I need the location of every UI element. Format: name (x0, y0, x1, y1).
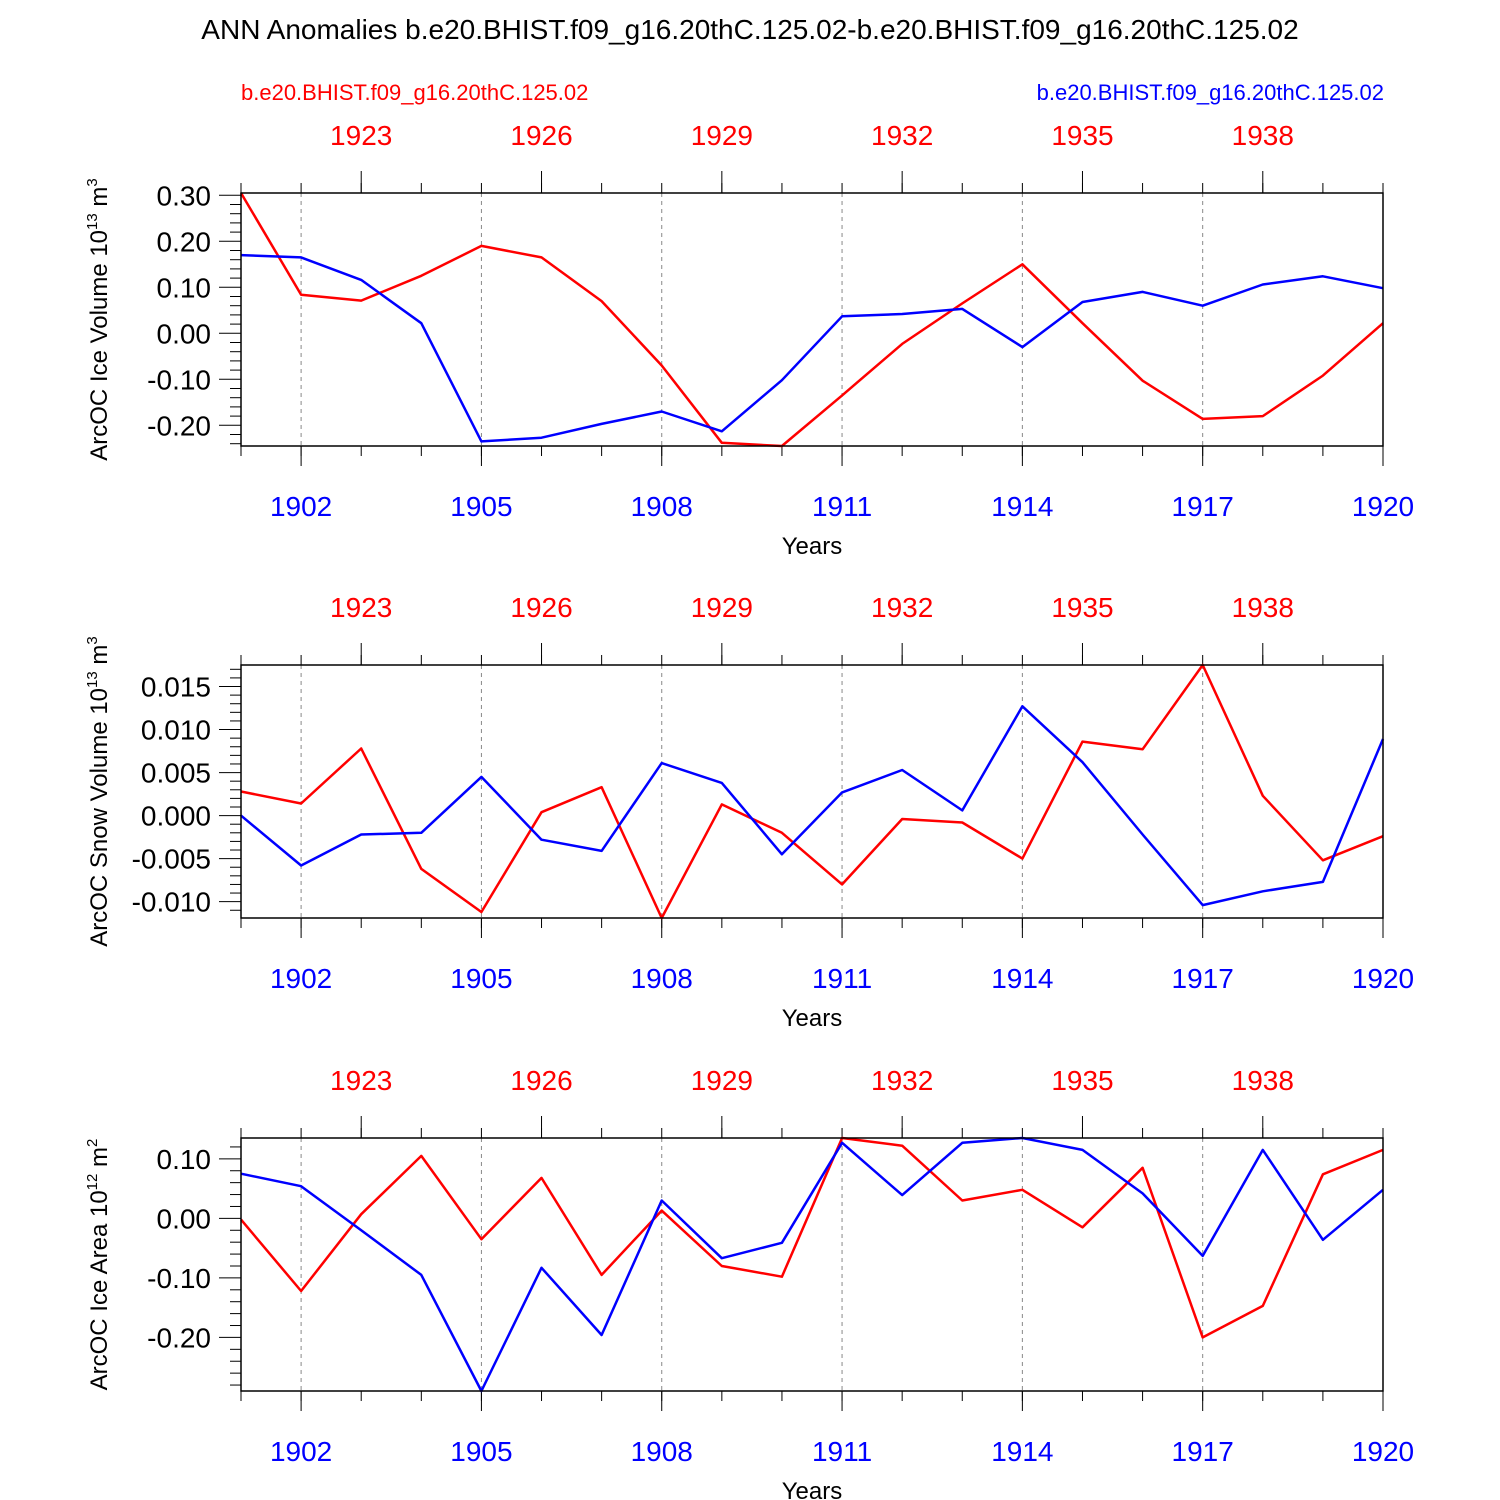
x-tick-label: 1917 (1172, 963, 1234, 994)
y-tick-label: 0.005 (141, 758, 211, 789)
y-tick-label: 0.10 (157, 1144, 212, 1175)
plot-frame (240, 1137, 1384, 1392)
x-top-tick-label: 1929 (691, 1065, 753, 1096)
y-tick-label: -0.20 (147, 1322, 211, 1353)
x-tick-label: 1911 (812, 491, 872, 522)
series-line-blue (240, 1136, 1384, 1393)
y-tick-label: 0.00 (157, 318, 212, 349)
y-axis-title-text: ArcOC Snow Volume 10 (86, 688, 113, 947)
y-axis-title-text: ArcOC Ice Area 10 (86, 1190, 113, 1390)
y-axis-title: ArcOC Ice Area 1012 m2 (84, 1139, 113, 1391)
x-tick-label: 1905 (450, 491, 512, 522)
y-tick-label: -0.10 (147, 364, 211, 395)
x-top-tick-label: 1929 (691, 592, 753, 623)
x-tick-label: 1920 (1352, 963, 1414, 994)
plot-frame (240, 192, 1384, 447)
x-tick-label: 1920 (1352, 1436, 1414, 1467)
x-top-tick-label: 1935 (1051, 120, 1113, 151)
x-top-tick-label: 1932 (871, 1065, 933, 1096)
y-tick-label: 0.20 (157, 226, 212, 257)
x-top-tick-label: 1926 (510, 120, 572, 151)
y-axis-title-text: ArcOC Ice Volume 10 (86, 230, 113, 461)
panel-2: 1902 1905 1908 1911 1914 1917 1920 1923 1926 1929… (84, 592, 1414, 1032)
plot-frame (240, 664, 1384, 919)
x-tick-label: 1914 (991, 491, 1053, 522)
series-line-blue (240, 253, 1384, 443)
y-axis-title-unit-exp: 3 (84, 636, 101, 644)
series-line-red (240, 663, 1384, 920)
x-top-tick-label: 1923 (330, 592, 392, 623)
y-tick-label: 0.000 (141, 801, 211, 832)
y-axis-title: ArcOC Snow Volume 1013 m3 (84, 636, 113, 947)
case2-legend-label: b.e20.BHIST.f09_g16.20thC.125.02 (1036, 80, 1384, 105)
x-tick-label: 1911 (812, 1436, 872, 1467)
series-line-red (239, 192, 1384, 448)
y-tick-label: 0.015 (141, 672, 211, 703)
x-tick-label: 1908 (631, 1436, 693, 1467)
y-axis-title-unit: m (86, 1147, 113, 1174)
x-top-tick-label: 1923 (330, 1065, 392, 1096)
x-top-tick-label: 1938 (1232, 120, 1294, 151)
x-tick-label: 1908 (631, 491, 693, 522)
x-tick-label: 1908 (631, 963, 693, 994)
y-axis-title-exp: 13 (84, 671, 101, 688)
x-top-tick-label: 1923 (330, 120, 392, 151)
x-top-tick-label: 1932 (871, 120, 933, 151)
y-tick-label: 0.10 (157, 272, 212, 303)
series-line-red (240, 1136, 1384, 1339)
x-tick-label: 1920 (1352, 491, 1414, 522)
panel-1: 1902 1905 1908 1911 1914 1917 1920 1923 1926 1929… (84, 120, 1414, 560)
y-tick-label: -0.005 (132, 844, 211, 875)
x-top-tick-label: 1932 (871, 592, 933, 623)
x-tick-label: 1905 (450, 963, 512, 994)
x-tick-label: 1902 (270, 1436, 332, 1467)
x-top-tick-label: 1926 (510, 1065, 572, 1096)
x-tick-label: 1902 (270, 491, 332, 522)
series-line-blue (240, 705, 1385, 907)
x-top-tick-label: 1938 (1232, 1065, 1294, 1096)
y-tick-label: 0.00 (157, 1203, 212, 1234)
x-axis-title: Years (782, 533, 843, 560)
y-axis-title-exp: 13 (84, 213, 101, 230)
y-tick-label: 0.30 (157, 180, 212, 211)
y-axis-title-unit: m (86, 187, 113, 214)
x-top-tick-label: 1935 (1051, 1065, 1113, 1096)
chart-title: ANN Anomalies b.e20.BHIST.f09_g16.20thC.… (201, 14, 1299, 45)
y-tick-label: 0.010 (141, 715, 211, 746)
y-axis-title-exp: 12 (84, 1174, 101, 1191)
case1-legend-label: b.e20.BHIST.f09_g16.20thC.125.02 (241, 80, 589, 105)
x-axis-title: Years (782, 1478, 843, 1500)
x-tick-label: 1914 (991, 963, 1053, 994)
y-axis-title-unit-exp: 2 (84, 1139, 101, 1147)
x-axis-title: Years (782, 1005, 843, 1032)
panel-3: 1902 1905 1908 1911 1914 1917 1920 1923 1926 1929… (84, 1065, 1414, 1500)
x-top-tick-label: 1935 (1051, 592, 1113, 623)
y-tick-label: -0.010 (132, 887, 211, 918)
y-axis-title-unit-exp: 3 (84, 178, 101, 186)
x-tick-label: 1902 (270, 963, 332, 994)
x-tick-label: 1917 (1172, 491, 1234, 522)
y-axis-title: ArcOC Ice Volume 1013 m3 (84, 178, 113, 460)
x-top-tick-label: 1929 (691, 120, 753, 151)
y-tick-label: -0.20 (147, 410, 211, 441)
x-tick-label: 1914 (991, 1436, 1053, 1467)
y-tick-label: -0.10 (147, 1263, 211, 1294)
x-tick-label: 1917 (1172, 1436, 1234, 1467)
x-tick-label: 1905 (450, 1436, 512, 1467)
x-top-tick-label: 1938 (1232, 592, 1294, 623)
y-axis-title-unit: m (86, 645, 113, 672)
x-tick-label: 1911 (812, 963, 872, 994)
x-top-tick-label: 1926 (510, 592, 572, 623)
